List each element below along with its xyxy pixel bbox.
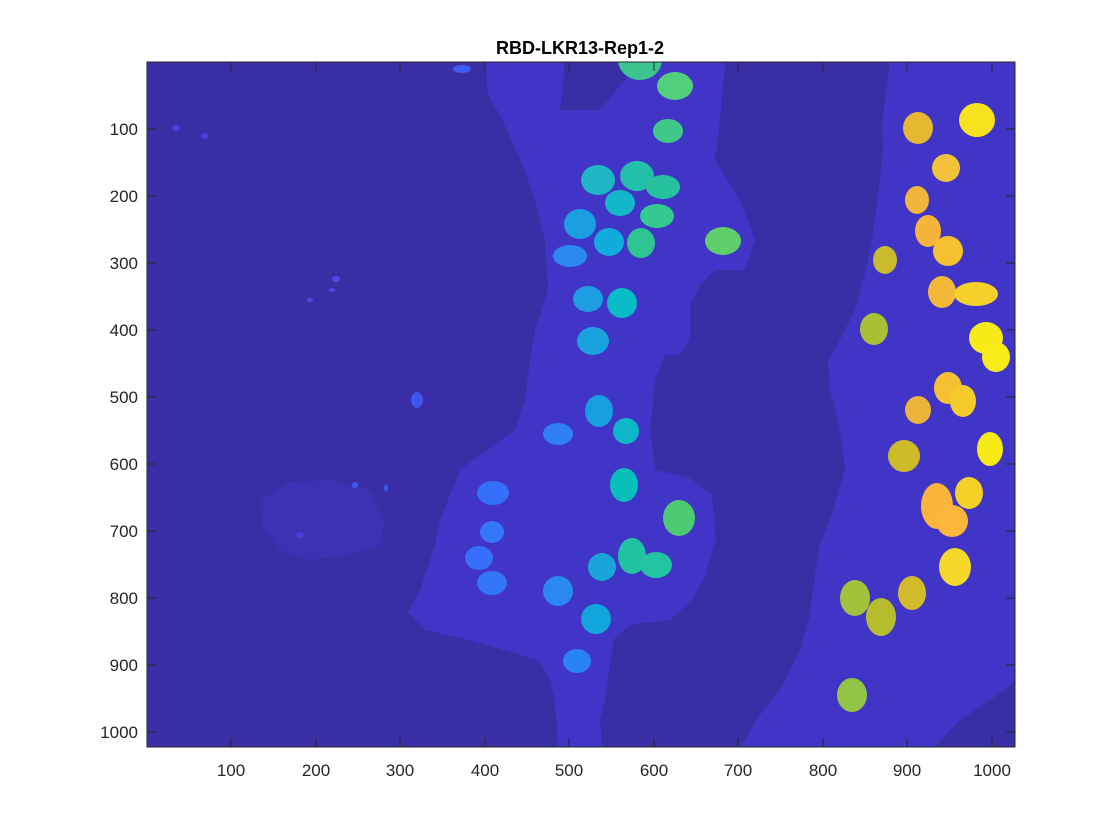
cell-blob [627,228,655,258]
cell-blob [663,500,695,536]
y-tick-label: 1000 [100,723,138,742]
cell-blob [950,385,976,417]
cell-blob [905,186,929,214]
y-tick-label: 200 [110,187,138,206]
y-tick-label: 800 [110,589,138,608]
cell-blob [705,227,741,255]
cell-blob [577,327,609,355]
noise-speck [384,485,388,491]
cell-blob [939,548,971,586]
cell-blob [465,546,493,570]
y-tick-label: 700 [110,522,138,541]
cell-blob [618,62,662,80]
cell-blob [866,598,896,636]
cell-blob [977,432,1003,466]
cell-blob [646,175,680,199]
noise-speck [296,532,304,538]
y-tick-label: 400 [110,321,138,340]
cell-blob [932,154,960,182]
cell-blob [543,576,573,606]
cell-blob [610,468,638,502]
cell-blob [640,204,674,228]
cell-blob [657,72,693,100]
cell-blob [581,165,615,195]
noise-speck [453,65,471,73]
cell-blob [620,161,654,191]
x-tick-label: 900 [893,761,921,780]
image-area [147,62,1015,747]
cell-blob [873,246,897,274]
x-tick-label: 800 [809,761,837,780]
cell-blob [959,103,995,137]
cell-blob [982,342,1010,372]
x-tick-label: 1000 [973,761,1011,780]
cell-blob [915,215,941,247]
cell-blob [905,396,931,424]
cell-blob [573,286,603,312]
cell-blob [607,288,637,318]
noise-speck [307,298,313,302]
noise-speck [172,125,180,131]
cell-blob [605,190,635,216]
cell-blob [860,313,888,345]
cell-blob [477,571,507,595]
noise-speck [329,288,335,292]
y-tick-label: 300 [110,254,138,273]
cell-blob [581,604,611,634]
x-tick-label: 200 [302,761,330,780]
noise-speck [201,133,209,139]
y-tick-label: 100 [110,120,138,139]
cell-blob [564,209,596,239]
cell-blob [618,538,646,574]
x-tick-label: 400 [471,761,499,780]
x-tick-label: 500 [555,761,583,780]
x-tick-label: 300 [386,761,414,780]
noise-speck [411,392,423,408]
faint-patch-left [260,480,385,560]
axes-frame [146,61,1016,748]
cell-blob [588,553,616,581]
noise-speck [352,482,358,488]
y-axis: 100 200 300 400 500 600 700 800 900 1000 [100,120,1015,742]
cell-blob [543,423,573,445]
cell-blob [898,576,926,610]
y-tick-label: 600 [110,455,138,474]
x-axis: 100 200 300 400 500 600 700 800 900 1000 [217,62,1011,780]
cell-blob [955,477,983,509]
cell-blob [840,580,870,616]
cell-blob [563,649,591,673]
cell-blob [888,440,920,472]
x-tick-label: 100 [217,761,245,780]
cell-blob [954,282,998,306]
cell-blob [933,236,963,266]
cell-blob [928,276,956,308]
cell-blob [594,228,624,256]
cell-blob [837,678,867,712]
cell-blob [613,418,639,444]
cell-blobs [465,62,1010,712]
cell-blob [585,395,613,427]
cell-blob [936,505,968,537]
figure-title: RBD-LKR13-Rep1-2 [496,38,664,58]
cell-blob [653,119,683,143]
y-tick-label: 500 [110,388,138,407]
cell-blob [553,245,587,267]
cell-blob [477,481,509,505]
x-tick-label: 600 [640,761,668,780]
cell-blob [640,552,672,578]
noise-speck [332,276,340,282]
y-tick-label: 900 [110,656,138,675]
cell-blob [903,112,933,144]
noise-specks [172,65,471,538]
x-tick-label: 700 [724,761,752,780]
cell-blob [480,521,504,543]
